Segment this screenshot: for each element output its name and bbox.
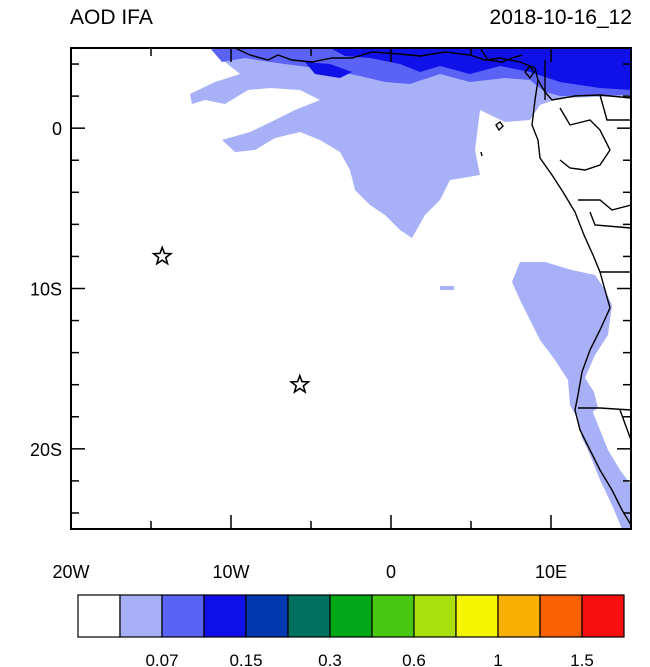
station-markers: [151, 245, 311, 394]
colorbar-swatch: [371, 594, 415, 638]
x-tick-label: 20W: [52, 562, 89, 582]
axis-ticks: 20W 10W 0 10E 0 10S 20S: [30, 48, 632, 582]
y-tick-label: 10S: [30, 280, 62, 300]
colorbar-swatch: [413, 594, 457, 638]
y-tick-label: 0: [52, 119, 62, 139]
colorbar-swatch: [539, 594, 583, 638]
colorbar-swatch: [203, 594, 247, 638]
map-title: AOD IFA: [70, 6, 153, 29]
colorbar-swatch: [161, 594, 205, 638]
colorbar-swatch: [497, 594, 541, 638]
aod-shading: [190, 48, 631, 529]
star-marker-1: [151, 245, 173, 266]
coastlines: [234, 48, 631, 526]
colorbar-label: 1.5: [570, 651, 594, 667]
aod-region-namibia-coast: [578, 410, 631, 529]
colorbar-swatch: [455, 594, 499, 638]
colorbar-swatch: [329, 594, 373, 638]
colorbar-label: 0.15: [229, 651, 262, 667]
aod-speck: [440, 286, 454, 290]
y-tick-label: 20S: [30, 440, 62, 460]
colorbar-swatch: [119, 594, 163, 638]
colorbar-label: 1: [493, 651, 502, 667]
colorbar-label: 0.6: [402, 651, 426, 667]
colorbar-swatch: [245, 594, 289, 638]
x-tick-label: 0: [386, 562, 396, 582]
colorbar-label: 0.3: [318, 651, 342, 667]
colorbar-label: 0.07: [145, 651, 178, 667]
aod-region-gulf: [190, 48, 631, 238]
aod-region-high-patch: [305, 62, 352, 78]
x-tick-label: 10E: [535, 562, 567, 582]
colorbar-swatch: [77, 594, 121, 638]
colorbar-swatch: [581, 594, 625, 638]
colorbar-swatch: [287, 594, 331, 638]
colorbar: 0.07 0.15 0.3 0.6 1 1.5: [77, 594, 625, 667]
aod-region-high: [330, 48, 631, 90]
aod-region-angola: [512, 262, 612, 420]
star-marker-2: [289, 373, 311, 394]
x-tick-label: 10W: [212, 562, 249, 582]
map-timestamp: 2018-10-16_12: [490, 6, 632, 29]
